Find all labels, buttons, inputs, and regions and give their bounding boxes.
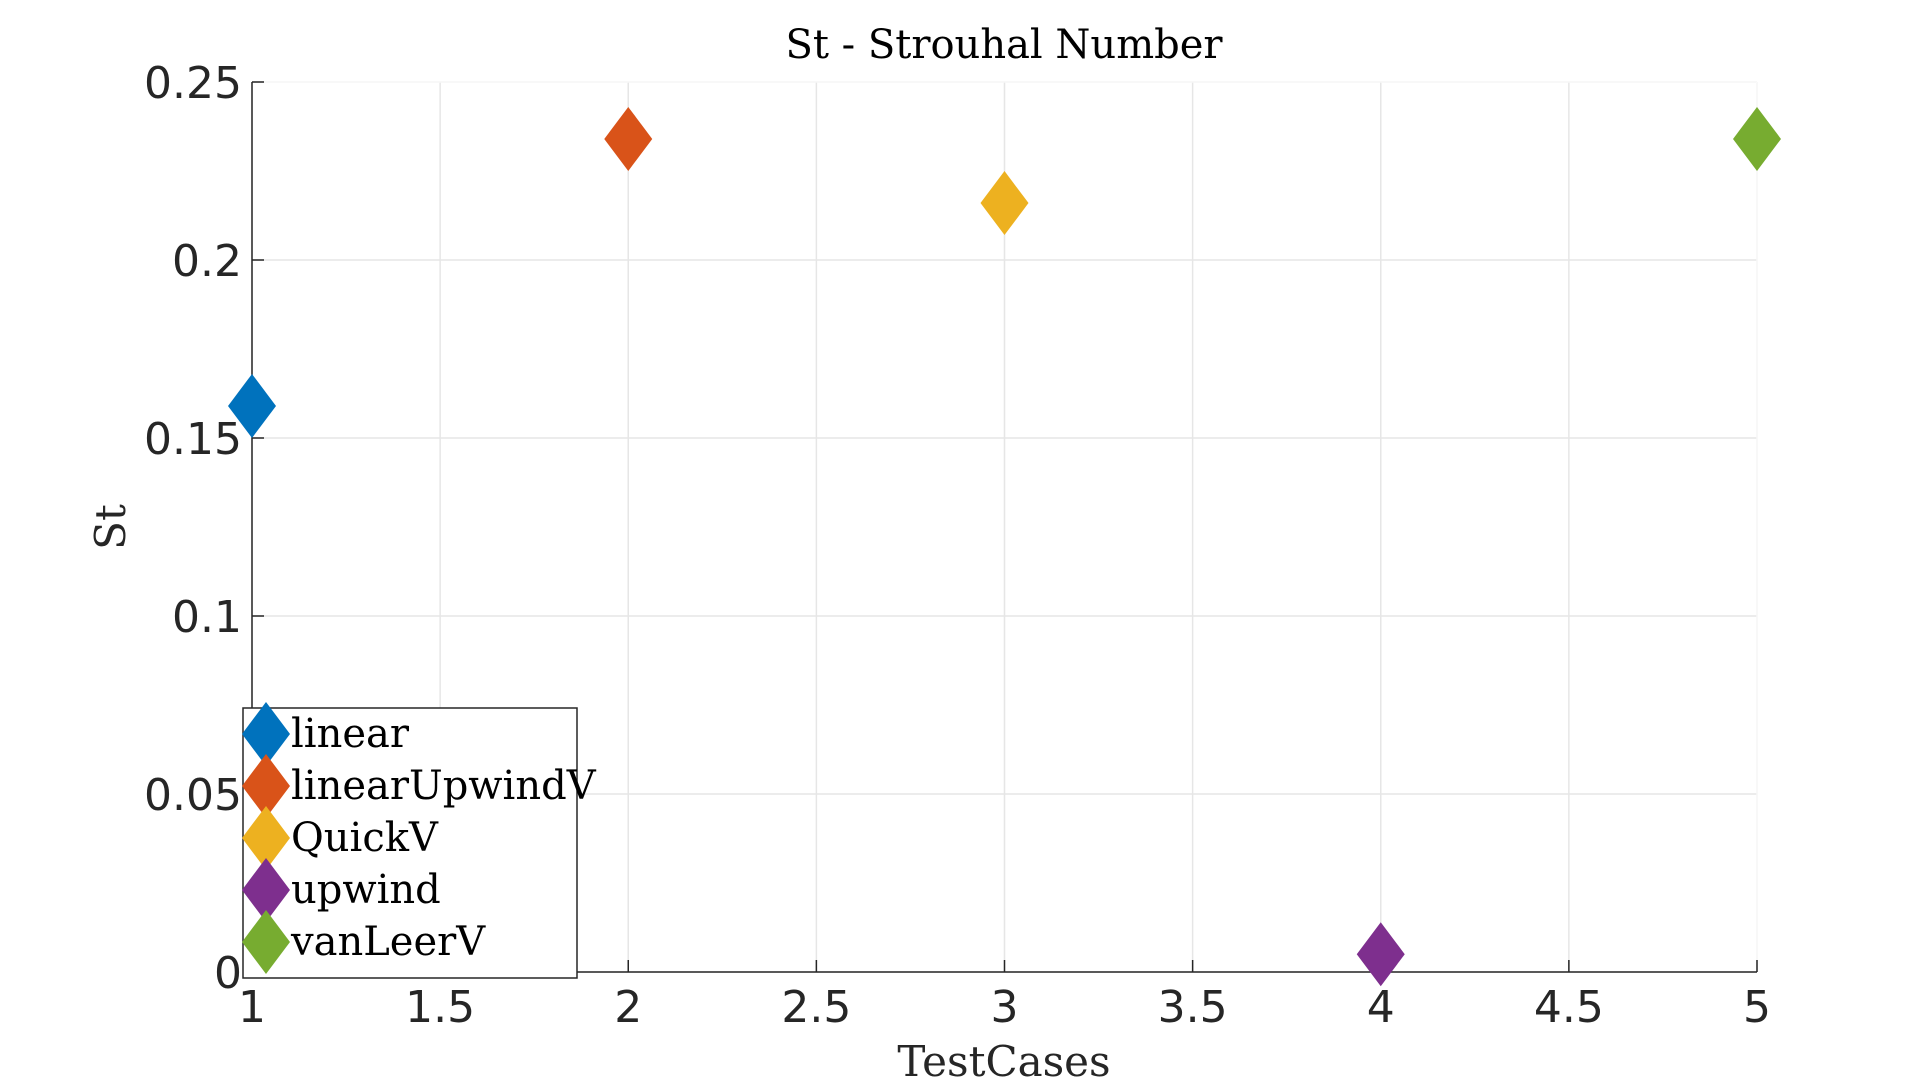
y-tick-label: 0 bbox=[214, 948, 242, 999]
data-point-linearUpwindV bbox=[604, 106, 653, 171]
data-point-linear bbox=[228, 373, 276, 438]
legend: linear linearUpwindV QuickV upwind vanLeerV bbox=[242, 702, 597, 979]
x-axis-title: TestCases bbox=[897, 1037, 1110, 1081]
y-tick-label: 0.25 bbox=[144, 58, 242, 109]
x-tick-label: 5 bbox=[1743, 982, 1771, 1033]
legend-label: linear bbox=[291, 711, 410, 757]
chart-title: St - Strouhal Number bbox=[785, 22, 1223, 68]
legend-label: linearUpwindV bbox=[291, 763, 597, 809]
x-tick-label: 3 bbox=[991, 982, 1019, 1033]
x-tick-label: 1 bbox=[238, 982, 266, 1033]
legend-marker-linear bbox=[242, 702, 290, 766]
y-tick-label: 0.15 bbox=[144, 414, 242, 465]
legend-label: vanLeerV bbox=[290, 919, 486, 965]
legend-marker-vanLeerV bbox=[242, 910, 290, 974]
axes: 1 1.5 2 2.5 3 3.5 4 4.5 5 0 0.05 0.1 0.15 0.2 0.25 bbox=[144, 58, 1771, 1033]
y-tick-label: 0.2 bbox=[172, 236, 242, 287]
data-point-upwind bbox=[1356, 922, 1405, 987]
y-tick-label: 0.1 bbox=[172, 592, 242, 643]
data-point-QuickV bbox=[980, 171, 1029, 236]
legend-box bbox=[242, 707, 578, 979]
x-tick-label: 4 bbox=[1367, 982, 1395, 1033]
x-tick-label: 2 bbox=[614, 982, 642, 1033]
data-point-vanLeerV bbox=[1733, 106, 1781, 171]
legend-label: QuickV bbox=[291, 815, 439, 861]
legend-marker-linearUpwindV bbox=[242, 754, 290, 818]
y-tick-label: 0.05 bbox=[144, 770, 242, 821]
legend-label: upwind bbox=[291, 867, 441, 913]
y-axis-title: St bbox=[86, 504, 135, 550]
x-tick-label: 4.5 bbox=[1534, 982, 1604, 1033]
x-tick-label: 3.5 bbox=[1158, 982, 1228, 1033]
x-tick-label: 2.5 bbox=[781, 982, 851, 1033]
legend-marker-upwind bbox=[242, 858, 290, 922]
data-points bbox=[228, 106, 1781, 987]
legend-marker-QuickV bbox=[242, 806, 290, 870]
x-tick-label: 1.5 bbox=[405, 982, 475, 1033]
